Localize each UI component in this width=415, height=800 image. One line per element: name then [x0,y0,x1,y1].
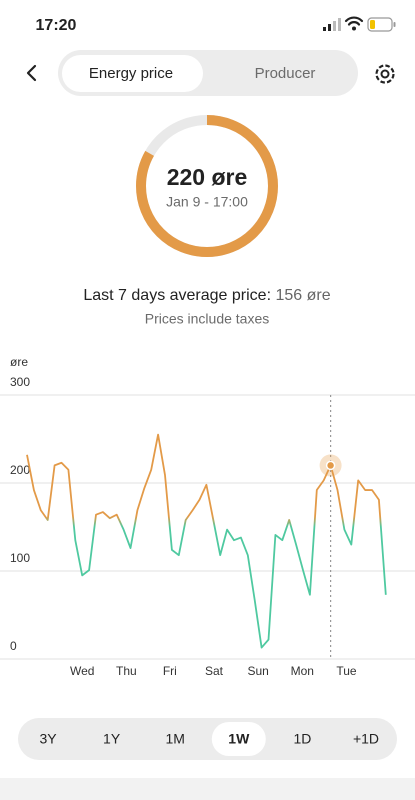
range-options: 3Y 1Y 1M 1W 1D +1D [39,722,379,756]
x-tick-label: Thu [116,664,137,678]
range-option[interactable]: 1D [293,731,311,747]
range-bar [18,718,397,760]
tab[interactable]: Producer [255,65,316,82]
gauge-unit: øre [211,164,247,190]
range-option[interactable]: 1Y [103,731,121,747]
settings-button[interactable] [375,64,395,84]
summary: Last 7 days average price: 156 øre [83,287,330,304]
active-range [211,722,266,756]
y-tick-label: 0 [10,639,17,653]
gauge-number: 220 [167,164,205,190]
range-option[interactable]: 1W [228,731,250,747]
chart: 0 100 200 300 Wed Thu Fri Sat Sun Mon Tue [0,375,415,678]
summary-label: Last 7 days average price: [83,287,271,304]
gauge-date: Jan 9 - 17:00 [166,194,248,210]
x-tick-label: Wed [70,664,94,678]
y-tick-label: 200 [10,463,30,477]
summary-average: 156 [275,287,302,304]
active-tab [62,55,203,92]
status-time: 17:20 [36,17,77,34]
summary-note: Prices include taxes [145,311,270,327]
bottom-strip [0,778,415,800]
tab[interactable]: Energy price [89,65,173,82]
y-tick-label: 100 [10,551,30,565]
gauge-value: 220 øre [167,164,248,190]
summary-unit: øre [307,287,331,304]
back-button[interactable] [26,64,37,82]
y-tick-label: 300 [10,375,30,389]
price-line [26,433,387,649]
x-tick-label: Fri [163,664,177,678]
x-tick-label: Sun [247,664,268,678]
gauge-arc [136,115,278,257]
y-axis-label: øre [10,355,28,369]
range-option[interactable]: 3Y [39,731,57,747]
range-option[interactable]: +1D [353,731,379,747]
x-tick-label: Mon [291,664,314,678]
status-icons [323,16,396,32]
selection-point [325,460,336,471]
range-option[interactable]: 1M [165,731,184,747]
x-tick-label: Tue [336,664,357,678]
x-tick-label: Sat [205,664,224,678]
